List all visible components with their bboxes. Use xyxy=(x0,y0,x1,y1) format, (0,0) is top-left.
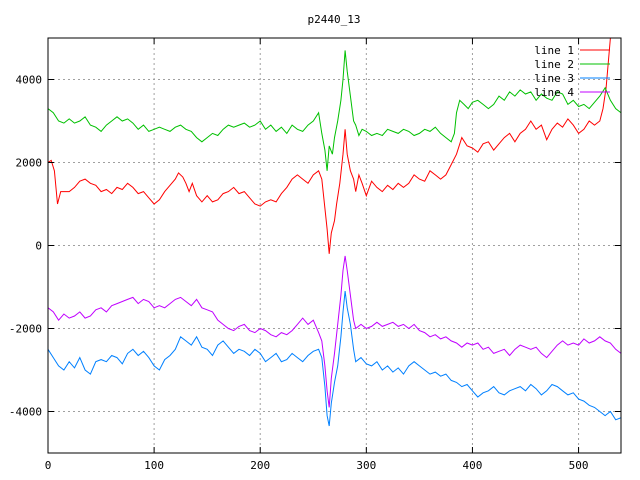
x-tick-label: 100 xyxy=(144,459,164,472)
axes: -4000 -2000 0 2000 4000 0 100 200 300 400 500 xyxy=(9,38,621,472)
y-tick-label: 0 xyxy=(35,240,42,253)
series-lines xyxy=(48,38,621,427)
chart-title: p2440_13 xyxy=(308,13,361,26)
y-tick-label: -4000 xyxy=(9,406,42,419)
legend-label-1: line 1 xyxy=(534,44,574,57)
series-line-2 xyxy=(48,50,621,171)
series-line-3 xyxy=(48,291,621,427)
grid xyxy=(47,38,621,453)
x-tick-label: 400 xyxy=(463,459,483,472)
x-tick-label: 300 xyxy=(356,459,376,472)
series-line-4 xyxy=(48,255,621,408)
series-line-1 xyxy=(48,38,611,254)
plot-frame xyxy=(47,37,622,454)
y-tick-label: 2000 xyxy=(16,157,43,170)
y-tick-label: 4000 xyxy=(16,74,43,87)
y-tick-label: -2000 xyxy=(9,323,42,336)
x-tick-label: 200 xyxy=(250,459,270,472)
legend-label-3: line 3 xyxy=(534,72,574,85)
x-tick-label: 0 xyxy=(45,459,52,472)
legend-label-4: line 4 xyxy=(534,86,574,99)
legend-label-2: line 2 xyxy=(534,58,574,71)
x-tick-label: 500 xyxy=(569,459,589,472)
